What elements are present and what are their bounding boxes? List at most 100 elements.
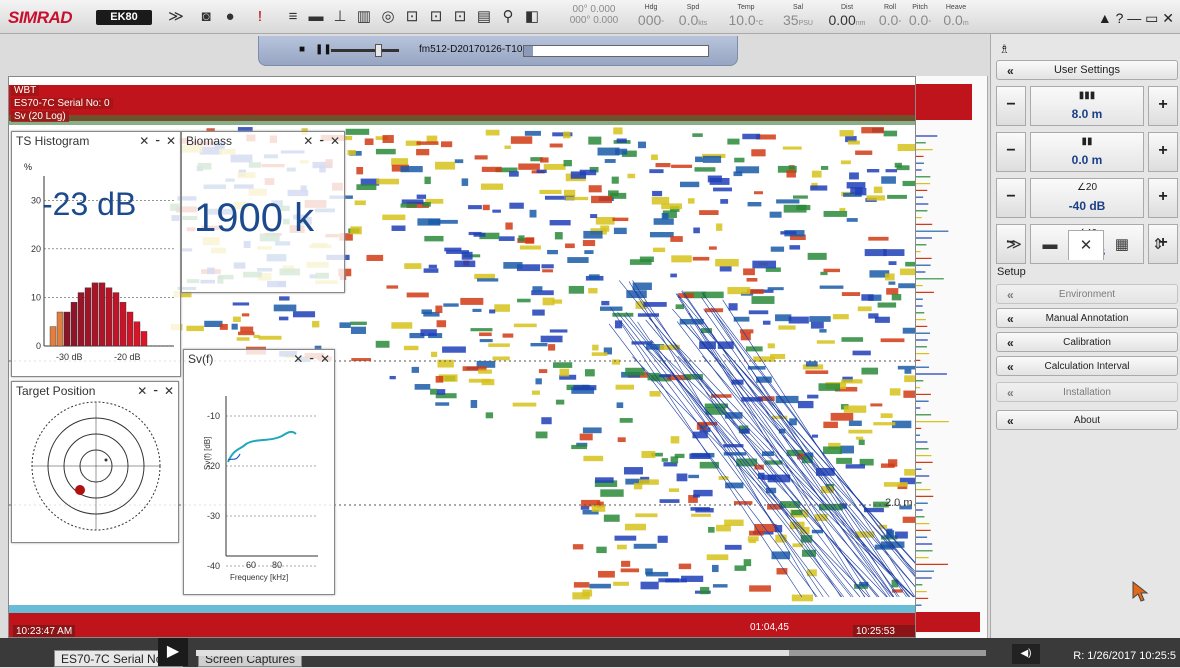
echo-mark: [755, 134, 776, 140]
pin-icon[interactable]: ♗: [999, 42, 1010, 56]
panel-window-buttons[interactable]: ✕ ⁃ ✕: [303, 134, 341, 148]
echo-mark: [481, 166, 502, 172]
setting-value-box[interactable]: ▮▮ 0.0 m: [1030, 132, 1144, 172]
video-progress[interactable]: [196, 650, 986, 656]
ping-profile-chart: [916, 84, 980, 632]
setting-value-box[interactable]: ▮▮▮ 8.0 m: [1030, 86, 1144, 126]
camera-icon[interactable]: ◙: [201, 8, 211, 25]
tab-sounder-icon[interactable]: ≫: [1006, 236, 1022, 253]
user-settings-header[interactable]: « User Settings: [996, 60, 1178, 80]
echo-mark: [845, 136, 857, 143]
echo-streak: [623, 314, 861, 598]
toggle-icon[interactable]: ◧: [524, 8, 540, 25]
echo-streak: [715, 314, 915, 574]
decrease-button[interactable]: −: [996, 178, 1026, 218]
tab-setup-icon[interactable]: ✕: [1068, 230, 1104, 260]
ts-histogram-panel[interactable]: TS Histogram ✕ ⁃ ✕ % -23 dB 30 20 10 0 -30 d…: [11, 131, 181, 377]
echo-mark: [468, 205, 482, 210]
echo-streak: [632, 287, 866, 598]
table-icon[interactable]: ▤: [476, 8, 492, 25]
echo-mark: [883, 130, 898, 137]
echo-mark: [751, 149, 766, 157]
echo-mark: [476, 278, 499, 282]
layer-2-icon[interactable]: ⊡: [429, 8, 443, 25]
echo-mark: [437, 359, 454, 368]
echo-mark: [423, 268, 439, 273]
replay-speed-knob[interactable]: [375, 44, 382, 57]
echo-mark: [421, 309, 432, 314]
record-icon[interactable]: ●: [225, 8, 235, 25]
histogram-x-tick: -30 dB: [56, 352, 83, 362]
echo-mark: [887, 194, 907, 199]
echo-mark: [532, 286, 543, 292]
echo-mark: [749, 585, 771, 592]
pause-icon[interactable]: ❚❚: [315, 44, 332, 55]
window-controls[interactable]: ▲ ? — ▭ ✕: [1097, 10, 1174, 26]
decrease-button[interactable]: −: [996, 86, 1026, 126]
panel-window-buttons[interactable]: ✕ ⁃ ✕: [293, 352, 331, 366]
tab-more-icon[interactable]: ⇕: [1151, 236, 1165, 253]
setting-value-box[interactable]: ∠20 -40 dB: [1030, 178, 1144, 218]
volume-icon[interactable]: ◀): [1012, 644, 1040, 664]
menu-icon[interactable]: ≡: [288, 8, 298, 25]
echo-mark: [897, 365, 915, 370]
echo-mark: [584, 250, 594, 255]
echo-mark: [366, 254, 384, 261]
echo-mark: [748, 310, 769, 315]
echo-mark: [604, 159, 616, 163]
zoom-icon[interactable]: ⚲: [502, 8, 514, 25]
echogram[interactable]: WBT ES70-7C Serial No: 0 Sv (20 Log) 10:…: [8, 76, 916, 638]
echo-mark: [733, 501, 753, 505]
setup-menu-item[interactable]: « Calibration: [996, 332, 1178, 352]
increase-button[interactable]: +: [1148, 178, 1178, 218]
alarm-icon[interactable]: !: [257, 8, 263, 25]
echo-mark: [668, 488, 680, 492]
color-scale-icon[interactable]: ▬: [308, 8, 324, 25]
echo-mark: [883, 249, 905, 256]
echo-mark: [462, 366, 487, 371]
target-icon[interactable]: ◎: [381, 8, 395, 25]
decrease-button[interactable]: −: [996, 132, 1026, 172]
echo-mark: [531, 390, 540, 395]
echo-mark: [273, 304, 297, 312]
tab-serial[interactable]: ES70-7C Serial No: 0: [54, 650, 183, 667]
depth-icon[interactable]: ⊥: [333, 8, 347, 25]
setup-menu-item[interactable]: « Installation: [996, 382, 1178, 402]
echo-mark: [576, 442, 588, 447]
panel-window-buttons[interactable]: ✕ ⁃ ✕: [137, 384, 175, 398]
replay-speed-track[interactable]: [331, 49, 399, 52]
target-position-panel[interactable]: Target Position ✕ ⁃ ✕: [11, 381, 179, 543]
mouse-cursor-icon: [1132, 580, 1149, 602]
replay-progress[interactable]: [523, 45, 709, 57]
setup-menu-item[interactable]: « Calculation Interval: [996, 356, 1178, 376]
histogram-icon[interactable]: ▥: [356, 8, 372, 25]
echo-mark: [809, 316, 831, 322]
echo-mark: [435, 375, 444, 383]
panel-tabs: ≫ ▬ ✕ ▦ ⇕: [996, 230, 1178, 260]
tab-layout-icon[interactable]: ▦: [1114, 236, 1130, 253]
collapse-icon[interactable]: ≫: [168, 8, 184, 25]
layer-icon[interactable]: ⊡: [405, 8, 419, 25]
setup-menu-item[interactable]: « Environment: [996, 284, 1178, 304]
echo-mark: [479, 332, 492, 337]
echo-mark: [754, 464, 764, 470]
echo-mark: [616, 138, 627, 143]
increase-button[interactable]: +: [1148, 86, 1178, 126]
echo-mark: [637, 313, 660, 317]
echo-mark: [679, 318, 704, 325]
echo-mark: [400, 203, 417, 208]
biomass-panel[interactable]: Biomass ✕ ⁃ ✕ 1900 k: [181, 131, 345, 293]
play-button[interactable]: ▶: [158, 638, 188, 666]
decrease-button[interactable]: −: [996, 224, 1026, 264]
setup-menu-item[interactable]: « Manual Annotation: [996, 308, 1178, 328]
increase-button[interactable]: +: [1148, 132, 1178, 172]
increase-button[interactable]: +: [1148, 224, 1178, 264]
panel-window-buttons[interactable]: ✕ ⁃ ✕: [139, 134, 177, 148]
tab-display-icon[interactable]: ▬: [1042, 236, 1058, 253]
setup-menu-item[interactable]: « About: [996, 410, 1178, 430]
layer-3-icon[interactable]: ⊡: [453, 8, 467, 25]
svf-panel[interactable]: Sv(f) ✕ ⁃ ✕ -10 -20 -30 -40 60 80 Frequency [k…: [183, 349, 335, 595]
stop-icon[interactable]: ■: [299, 44, 306, 55]
echo-mark: [753, 356, 775, 362]
echo-mark: [579, 433, 593, 441]
